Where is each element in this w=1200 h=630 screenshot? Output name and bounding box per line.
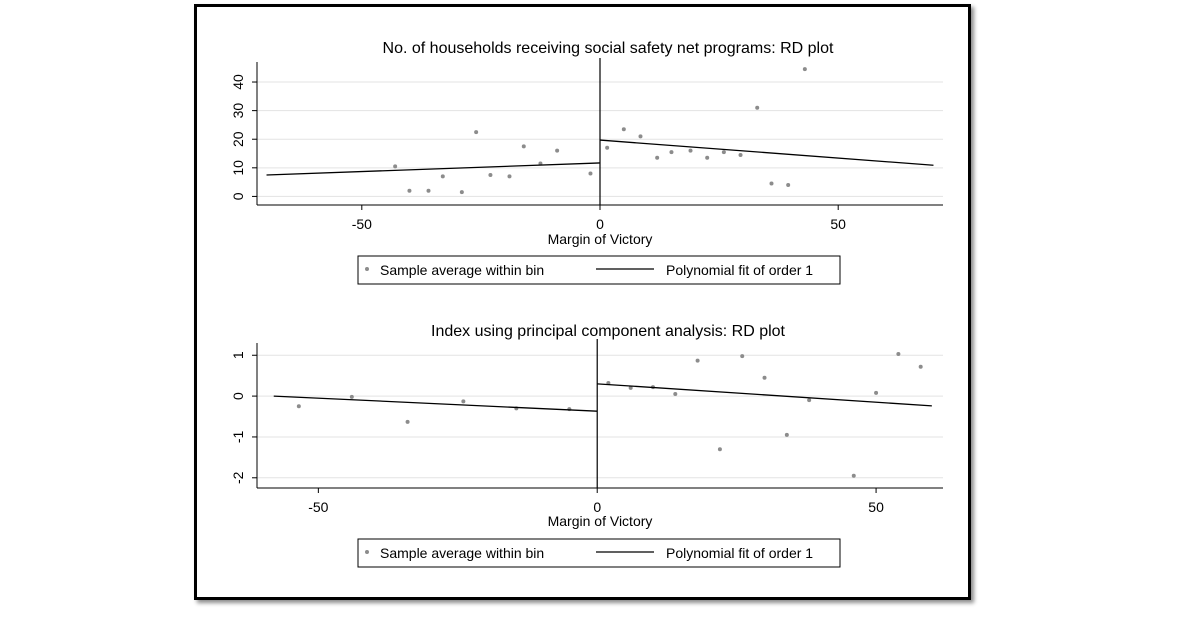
data-point (755, 105, 760, 110)
data-point (655, 155, 660, 160)
y-tick-label: 10 (230, 160, 246, 176)
data-point (638, 134, 643, 139)
data-point (459, 190, 464, 195)
y-tick-label: 40 (230, 74, 246, 90)
x-tick-label: 0 (596, 216, 604, 232)
data-point (786, 182, 791, 187)
data-point (405, 419, 410, 424)
legend-box (357, 255, 841, 285)
x-tick-label: 0 (593, 499, 601, 515)
data-point (407, 188, 412, 193)
data-point (807, 398, 812, 403)
data-point (721, 150, 726, 155)
x-tick-label: -50 (352, 216, 372, 232)
chart-2: Index using principal component analysis… (230, 323, 943, 568)
fit-line (597, 383, 932, 407)
data-point (717, 447, 722, 452)
data-point (769, 181, 774, 186)
legend: Sample average within bin Polynomial fit … (357, 538, 841, 568)
data-point (521, 144, 526, 149)
x-axis-label: Margin of Victory (548, 231, 653, 247)
data-point (440, 174, 445, 179)
legend: Sample average within bin Polynomial fit … (357, 255, 841, 285)
y-tick-label: 0 (230, 392, 246, 400)
data-point (474, 130, 479, 135)
data-point (802, 67, 807, 72)
data-point (762, 375, 767, 380)
data-point (673, 392, 678, 397)
x-tick-label: -50 (308, 499, 328, 515)
legend-label-fit: Polynomial fit of order 1 (666, 545, 813, 561)
fit-line (273, 395, 598, 412)
data-point (349, 394, 354, 399)
y-tick-label: -1 (230, 431, 246, 444)
chart-title: Index using principal component analysis… (431, 323, 786, 340)
legend-label-points: Sample average within bin (380, 545, 544, 561)
data-point (488, 172, 493, 177)
data-point (918, 364, 923, 369)
legend-label-fit: Polynomial fit of order 1 (666, 262, 813, 278)
y-tick-label: -2 (230, 471, 246, 484)
data-point (874, 390, 879, 395)
chart-title: No. of households receiving social safet… (383, 40, 834, 57)
data-point (688, 148, 693, 153)
data-point (461, 399, 466, 404)
fit-line (266, 162, 601, 176)
y-tick-label: 30 (230, 103, 246, 119)
data-point (605, 145, 610, 150)
data-point (507, 174, 512, 179)
data-point (851, 473, 856, 478)
y-tick-label: 0 (230, 192, 246, 200)
figure-frame (194, 4, 971, 600)
data-point (621, 127, 626, 132)
x-tick-label: 50 (830, 216, 846, 232)
y-tick-label: 20 (230, 131, 246, 147)
chart-1: No. of households receiving social safet… (230, 40, 943, 285)
legend-label-points: Sample average within bin (380, 262, 544, 278)
data-point (393, 164, 398, 169)
data-point (296, 404, 301, 409)
data-point (426, 188, 431, 193)
legend-marker-point (365, 267, 369, 271)
legend-marker-point (365, 550, 369, 554)
data-point (738, 152, 743, 157)
data-point (588, 171, 593, 176)
data-point (896, 352, 901, 357)
data-point (784, 432, 789, 437)
legend-box (357, 538, 841, 568)
data-point (705, 155, 710, 160)
x-tick-label: 50 (868, 499, 884, 515)
data-point (555, 148, 560, 153)
data-point (628, 385, 633, 390)
fit-line (599, 139, 934, 166)
data-point (695, 358, 700, 363)
x-axis-label: Margin of Victory (548, 513, 653, 529)
data-point (669, 150, 674, 155)
data-point (740, 354, 745, 359)
y-tick-label: 1 (230, 351, 246, 359)
